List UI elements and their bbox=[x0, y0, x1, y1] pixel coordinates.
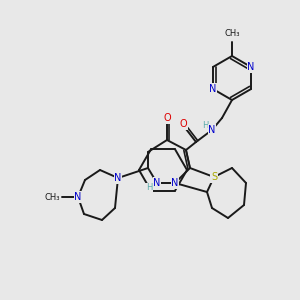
Text: O: O bbox=[179, 119, 187, 129]
Text: CH₃: CH₃ bbox=[224, 29, 240, 38]
Text: O: O bbox=[163, 113, 171, 123]
Text: H: H bbox=[146, 184, 152, 193]
Text: H: H bbox=[202, 122, 208, 130]
Text: N: N bbox=[114, 173, 122, 183]
Text: N: N bbox=[209, 84, 217, 94]
Text: CH₃: CH₃ bbox=[44, 193, 60, 202]
Text: N: N bbox=[248, 62, 255, 72]
Text: N: N bbox=[153, 178, 161, 188]
Text: N: N bbox=[208, 125, 216, 135]
Text: N: N bbox=[74, 192, 82, 202]
Text: S: S bbox=[211, 172, 217, 182]
Text: N: N bbox=[171, 178, 179, 188]
